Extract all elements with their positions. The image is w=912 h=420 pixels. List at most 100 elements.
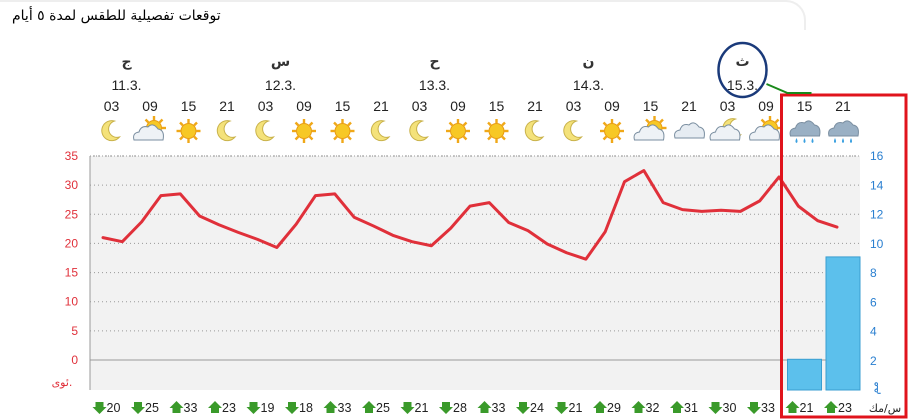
precipitation-bars — [787, 256, 861, 391]
wind-value: 33 — [184, 401, 198, 415]
sun-icon — [484, 119, 509, 143]
wind-value: 24 — [530, 401, 544, 415]
y-right-tick: 4 — [870, 325, 877, 339]
wind-arrow-icon — [747, 402, 761, 414]
day-date: 12.3. — [265, 77, 296, 93]
y-left-tick: 5 — [71, 324, 78, 338]
sun-ray — [487, 121, 492, 127]
moon-shape — [370, 120, 391, 142]
sun-ray — [179, 121, 184, 127]
sun-ray — [774, 118, 780, 124]
cloud-shape — [674, 122, 705, 139]
rain-icon — [828, 120, 859, 143]
moon-shape — [216, 120, 237, 142]
sun-ray — [294, 121, 300, 127]
moon-shape — [255, 120, 275, 142]
sun-cloud-icon — [633, 116, 667, 141]
weather-icons — [101, 116, 859, 143]
wind-arrow-icon — [785, 401, 800, 413]
wind-value: 20 — [107, 401, 121, 415]
sun-ray — [308, 135, 314, 141]
wind-value: 21 — [415, 401, 429, 415]
connector-line — [766, 83, 812, 94]
wind-cell: 32 — [631, 401, 659, 415]
hour-label: 03 — [412, 98, 428, 114]
sun-disc — [450, 123, 466, 139]
moon-shape — [563, 120, 583, 142]
hour-label: 03 — [720, 98, 736, 114]
wind-arrow-icon — [439, 402, 453, 414]
wind-arrow-icon — [285, 402, 299, 414]
y-left-tick: 35 — [65, 149, 79, 163]
moon-shape — [524, 120, 545, 142]
y-right-tick: 6 — [870, 295, 877, 309]
hour-label: 09 — [758, 98, 774, 114]
wind-arrow-icon — [362, 401, 376, 413]
sun-ray — [501, 121, 506, 127]
wind-unit: س/مك — [869, 402, 901, 415]
hour-label: 15 — [797, 98, 813, 114]
wind-arrow-icon — [169, 401, 184, 413]
sun-ray — [193, 121, 198, 127]
y-right-tick: 16 — [870, 149, 884, 163]
wind-cell: 21 — [785, 401, 813, 415]
cloud-shape — [133, 124, 164, 141]
sun-ray — [659, 118, 664, 124]
sun-icon — [176, 119, 201, 143]
day-date: 15.3. — [727, 77, 758, 93]
sun-ray — [616, 135, 622, 141]
y-right-tick: 12 — [870, 208, 884, 222]
sun-ray — [616, 121, 622, 127]
page-title: توقعات تفصيلية للطقس لمدة ٥ أيام — [12, 8, 221, 24]
y-right-tick: 2 — [870, 354, 877, 368]
highlight-box — [780, 93, 908, 419]
day-name: ج — [121, 54, 132, 70]
wind-cell: 19 — [246, 401, 274, 415]
moon-icon — [216, 120, 237, 142]
hour-label: 15 — [489, 98, 505, 114]
y-right-tick: 8 — [870, 266, 877, 280]
wind-cell: 20 — [92, 401, 121, 415]
hour-label: 09 — [604, 98, 620, 114]
sun-disc — [296, 123, 312, 139]
hour-label: 03 — [104, 98, 120, 114]
wind-value: 29 — [607, 401, 621, 415]
sun-ray — [462, 121, 468, 127]
wind-arrow-icon — [400, 402, 415, 414]
sun-ray — [602, 121, 608, 127]
wind-cell: 33 — [169, 401, 198, 415]
sun-ray — [144, 118, 150, 124]
sun-ray — [158, 118, 164, 124]
hour-label: 03 — [258, 98, 274, 114]
wind-value: 28 — [453, 401, 467, 415]
rain-drop — [850, 138, 852, 143]
wind-row: 20 25 33 23 19 18 33 25 21 28 33 24 21 29 32 31 30 33 21 23… — [92, 401, 901, 415]
rain-drop — [803, 138, 806, 143]
wind-cell: 25 — [131, 401, 159, 415]
hour-label: 03 — [566, 98, 582, 114]
wind-arrow-icon — [131, 402, 145, 414]
hour-label: 09 — [142, 98, 158, 114]
sun-ray — [501, 135, 506, 141]
highlight-circle — [717, 41, 768, 99]
wind-arrow-icon — [92, 402, 107, 414]
day-name: ن — [583, 54, 595, 70]
y-right-tick: 10 — [870, 237, 884, 251]
wind-cell: 33 — [747, 401, 775, 415]
y-right-tick: 14 — [870, 178, 884, 192]
y-left-tick: 15 — [65, 266, 79, 280]
sun-disc — [488, 123, 505, 139]
wind-arrow-icon — [208, 401, 222, 413]
temperature-line — [101, 169, 839, 261]
moon-icon — [101, 120, 121, 142]
moon-shape — [409, 120, 429, 142]
wind-value: 33 — [338, 401, 352, 415]
precip-bar — [787, 358, 822, 391]
y-left-tick: 0 — [71, 353, 78, 367]
wind-arrow-icon — [323, 401, 338, 413]
wind-cell: 30 — [708, 401, 736, 415]
rain-icon — [789, 120, 821, 143]
precip-bar — [825, 256, 861, 391]
sun-ray — [448, 135, 454, 141]
